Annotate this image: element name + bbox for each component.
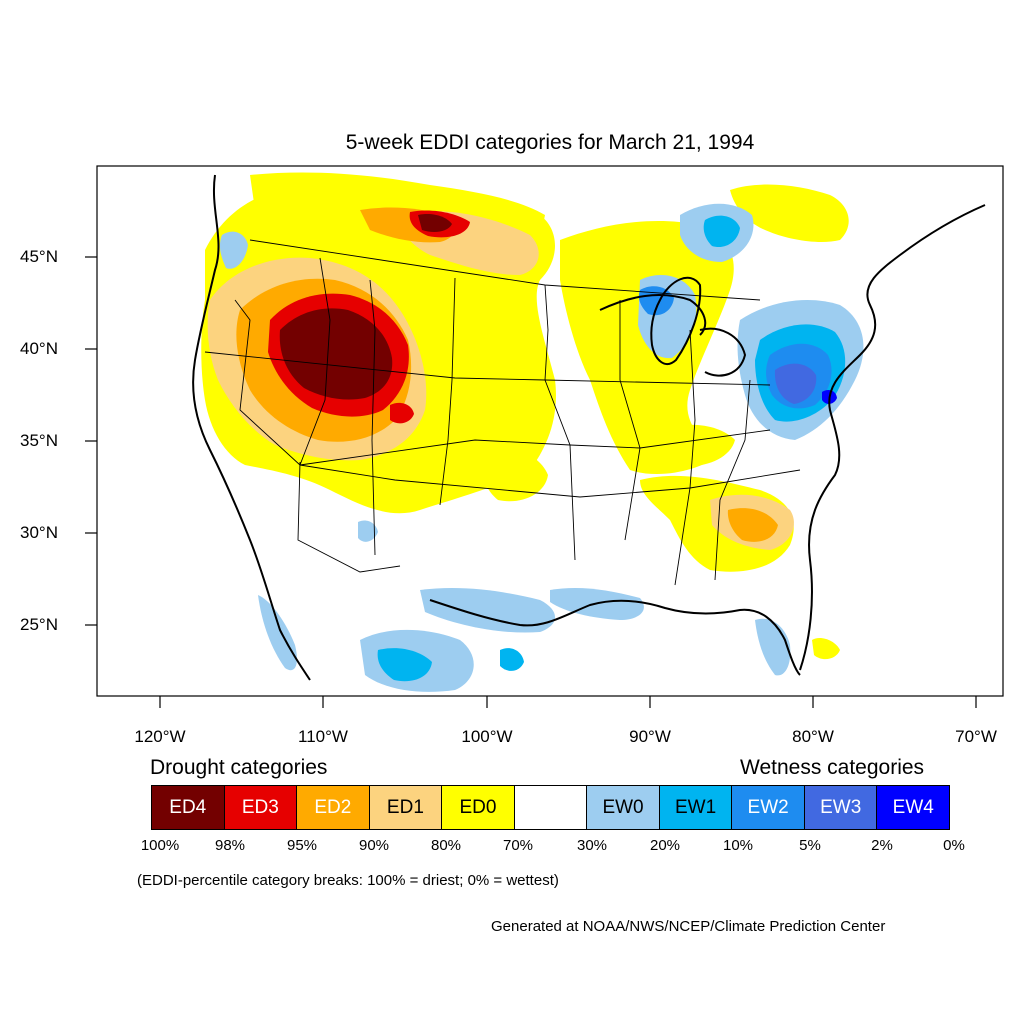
map-title: 5-week EDDI categories for March 21, 199… [345,131,755,154]
lon-label-100w: 100°W [461,727,513,746]
legend-box-ew3: EW3 [804,786,878,829]
ed4-region-north [418,214,452,232]
legend-box-ed4: ED4 [152,786,225,829]
ed0-region-midwest [560,220,734,475]
legend-box-ew1: EW1 [659,786,733,829]
category-fill-layer [201,172,864,692]
legend-box-ed0: ED0 [442,786,515,829]
legend-box-ew4: EW4 [877,786,950,829]
legend-box-ed3: ED3 [224,786,298,829]
ed4-region-core [279,308,393,400]
ew1-region-canada [703,215,740,248]
ew1-region-mexico [377,648,432,682]
lon-label-90w: 90°W [629,727,671,746]
ew0-region-baja [258,595,297,671]
break-label: 5% [799,837,821,854]
lon-label-70w: 70°W [955,727,997,746]
axis-ticks [85,256,977,708]
ed0-region-plains-south [479,446,548,502]
ed0-region-northeast-canada [730,184,849,243]
break-label: 90% [358,837,390,854]
lon-label-80w: 80°W [792,727,834,746]
break-label: 2% [871,837,893,854]
legend-box-neutral [514,786,588,829]
wetness-heading: Wetness categories [740,756,925,779]
ew0-region-pacific-nw [219,231,248,269]
break-label: 30% [576,837,608,854]
ed0-region-florida-keys [812,638,840,660]
ed0-region-north [250,172,545,240]
break-label: 70% [502,837,534,854]
drought-heading: Drought categories [150,756,328,779]
map-frame [96,165,1004,697]
ew0-region-new-mexico [358,520,378,542]
lon-label-120w: 120°W [134,727,186,746]
ew3-region-mid-atlantic [774,363,817,404]
state-boundaries [204,239,801,586]
category-note: (EDDI-percentile category breaks: 100% =… [137,872,559,889]
break-label: 20% [649,837,681,854]
ew0-region-florida [755,618,791,676]
legend-box-ew0: EW0 [587,786,660,829]
legend-box-ed1: ED1 [369,786,443,829]
ed0-region-ohio [659,424,735,467]
lon-label-110w: 110°W [298,727,348,746]
lat-label-45n: 45°N [20,247,58,266]
break-label: 95% [286,837,318,854]
ed2-region-carolinas [727,508,778,542]
ew1-region-texas [500,648,524,671]
break-label: 80% [430,837,462,854]
legend-colorbar: ED4 ED3 ED2 ED1 ED0 EW0 EW1 EW2 EW3 EW4 [151,785,950,830]
ed3-region-colorado [390,402,414,424]
credit-line: Generated at NOAA/NWS/NCEP/Climate Predi… [491,918,886,935]
legend-box-ew2: EW2 [732,786,805,829]
legend-box-ed2: ED2 [297,786,370,829]
break-label: 100% [140,837,180,854]
break-label: 10% [722,837,754,854]
coastlines [192,174,986,681]
lat-label-40n: 40°N [20,339,58,358]
break-label: 98% [214,837,246,854]
ew0-region-texas-coast [420,588,555,633]
lat-label-35n: 35°N [20,431,58,450]
lat-label-30n: 30°N [20,523,58,542]
lat-label-25n: 25°N [20,615,58,634]
break-label: 0% [943,837,965,854]
